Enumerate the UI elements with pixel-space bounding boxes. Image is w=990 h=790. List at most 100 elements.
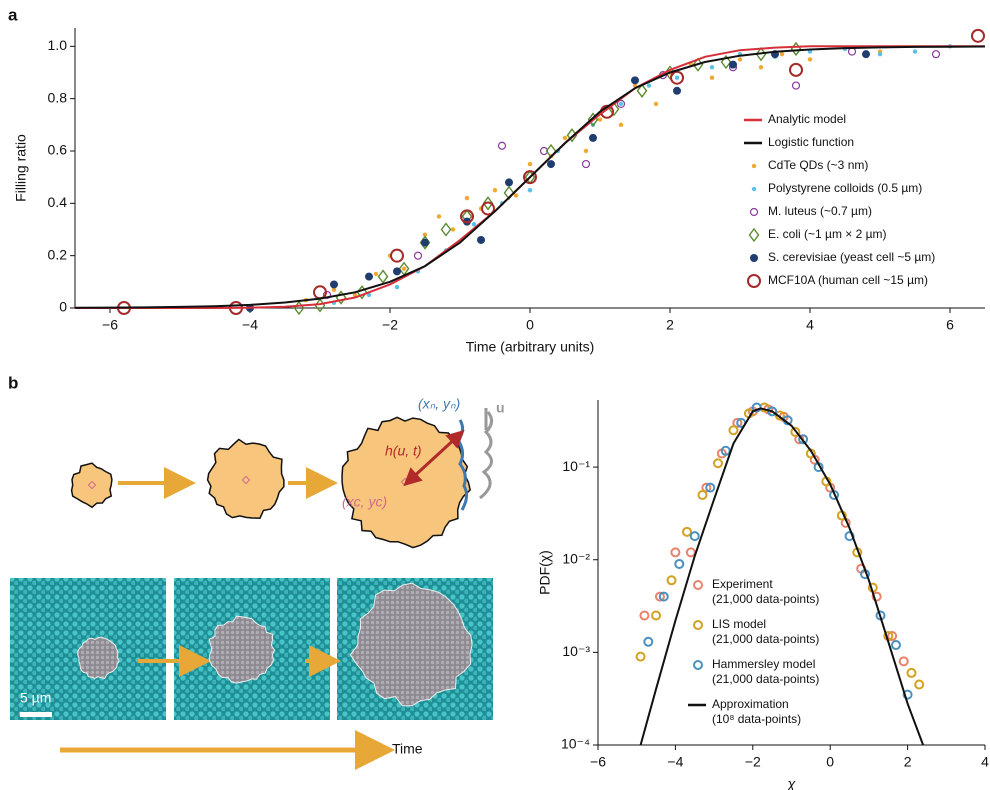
point [421,238,429,247]
legend-label: MCF10A (human cell ~15 µm) [768,273,928,287]
legend-swatch [693,660,703,670]
point [798,434,809,445]
point [583,148,589,154]
point [701,482,712,493]
point [314,298,326,313]
point [635,651,646,662]
y-tick-label: 10⁻¹ [562,458,590,474]
point [365,272,373,281]
y-tick-label: 0 [59,299,67,315]
legend-label: E. coli (~1 µm × 2 µm) [768,227,887,241]
line [639,407,925,746]
point [616,99,626,108]
growth-diagram: 5 µm Time h(u, t) (xₙ, yₙ) u (xc, yc) [10,396,505,770]
legend-swatch [693,580,703,590]
center-label: (xc, yc) [342,494,387,510]
legend-label: M. luteus (~0.7 µm) [768,204,872,218]
x-tick-label: 0 [826,754,834,770]
x-tick-label: −6 [590,754,606,770]
point [651,610,662,621]
crystal [349,582,473,707]
y-tick-label: 1.0 [48,37,68,53]
point [877,51,883,57]
point [789,62,803,77]
legend-label: Experiment [712,577,773,591]
legend-detail: (21,000 data-points) [712,632,819,646]
point [673,86,681,95]
point [646,83,652,88]
cluster [341,416,472,549]
point [497,141,507,150]
y-tick-label: 0.4 [48,194,68,210]
point [377,269,389,284]
point [394,284,400,290]
legend-label: CdTe QDs (~3 nm) [768,158,868,172]
point [562,135,568,141]
y-tick-label: 10⁻² [562,550,590,566]
x-tick-label: −6 [102,317,118,333]
point [807,57,813,62]
legend-swatch [751,163,757,169]
crystal [208,615,275,684]
point [331,287,337,292]
point [477,235,485,244]
chart: −6 −4 −2 0 2 4 10⁻⁴ 10⁻³ 10⁻² 10⁻¹ χ PDF(χ) Experime… [537,400,989,790]
x-tick-label: 4 [806,317,814,333]
cluster [70,462,113,509]
legend-swatch [751,186,757,192]
panel-label: b [8,373,18,392]
point [774,410,785,421]
point [732,417,743,428]
point [450,227,456,232]
chart: −6 −4 −2 0 2 4 6 0 0.2 0.4 0.6 0.8 1.0 Time (arbitrar… [13,28,986,355]
point [712,458,723,469]
point [728,425,739,436]
x-tick-label: 6 [946,317,954,333]
point [482,196,494,211]
point [460,209,474,224]
point [639,610,650,621]
x-axis-label: Time (arbitrary units) [466,339,595,355]
point [674,75,680,80]
x-tick-label: −2 [382,317,398,333]
center-mark [241,475,251,485]
point [436,214,442,219]
legend-label: Hammersley model [712,657,815,671]
point [373,271,379,277]
legend-swatch [750,254,758,262]
x-tick-label: −2 [745,754,761,770]
point [366,292,372,298]
legend-label: Approximation [712,697,789,711]
edge-label: (xₙ, yₙ) [418,396,460,412]
point [658,591,669,602]
point [685,547,696,558]
point [670,547,681,558]
point [697,489,708,500]
x-tick-label: 2 [666,317,674,333]
point [643,636,654,647]
direction-label: u [496,400,505,416]
point [729,60,737,69]
x-tick-label: 0 [526,317,534,333]
point [682,526,693,537]
point [471,222,477,227]
point [689,531,700,542]
point [481,201,495,216]
point [390,248,404,263]
legend-label: Polystyrene colloids (0.5 µm) [768,181,922,195]
point [654,591,665,602]
point [618,122,624,128]
point [902,689,913,700]
scale-label: 5 µm [20,690,51,706]
time-label: Time [392,741,423,757]
point [906,667,917,678]
legend-detail: (21,000 data-points) [712,672,819,686]
point [547,160,555,169]
point [589,133,597,142]
point [581,159,591,169]
point [912,49,918,54]
height-arrow [403,429,465,487]
crystal [77,636,120,680]
